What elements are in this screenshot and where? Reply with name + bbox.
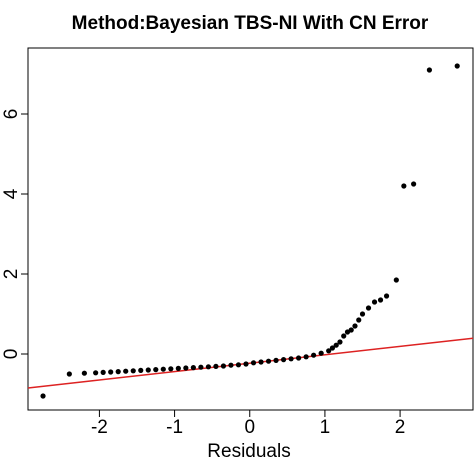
point	[365, 305, 372, 311]
point	[337, 339, 343, 345]
point	[190, 365, 196, 371]
point	[280, 357, 287, 363]
point	[66, 371, 72, 377]
x-tick-label: 1	[320, 417, 331, 438]
point	[258, 359, 264, 365]
point	[145, 367, 151, 373]
y-tick-label: 0	[1, 349, 22, 360]
x-axis-label: Residuals	[207, 441, 290, 462]
point	[81, 370, 87, 376]
point	[454, 63, 460, 69]
point	[243, 361, 249, 367]
point	[411, 181, 417, 187]
point	[93, 370, 99, 376]
point	[377, 297, 384, 303]
point	[329, 345, 336, 351]
point	[100, 369, 106, 375]
point	[352, 323, 358, 329]
point	[235, 362, 242, 368]
point	[205, 364, 212, 370]
point	[138, 367, 144, 373]
point	[359, 311, 366, 317]
point	[303, 354, 309, 360]
point	[130, 368, 136, 374]
point	[160, 366, 166, 372]
y-tick-label: 6	[1, 109, 22, 120]
x-tick-label: -1	[166, 417, 183, 438]
point	[356, 317, 362, 323]
point	[213, 363, 219, 369]
point	[401, 183, 407, 189]
point	[326, 348, 332, 354]
point	[228, 362, 234, 368]
y-tick-label: 2	[1, 269, 22, 280]
point	[341, 333, 347, 339]
point	[333, 342, 339, 348]
point	[183, 365, 189, 371]
x-tick-label: -2	[91, 417, 108, 438]
point	[198, 364, 204, 370]
point	[273, 357, 279, 363]
point	[288, 356, 294, 362]
point	[220, 363, 227, 369]
plot-frame	[27, 47, 474, 411]
point	[108, 369, 114, 375]
x-tick-label: 0	[244, 417, 255, 438]
point	[250, 360, 257, 366]
point	[393, 277, 399, 283]
reference-line	[27, 337, 474, 389]
x-tick-label: 2	[395, 417, 406, 438]
point	[168, 366, 174, 372]
point	[115, 369, 121, 375]
point	[318, 350, 324, 356]
y-tick-label: 4	[1, 188, 22, 199]
point	[426, 67, 433, 73]
point	[383, 293, 390, 299]
point	[153, 367, 159, 373]
point	[311, 352, 317, 358]
point	[175, 365, 181, 371]
point	[123, 368, 129, 374]
point	[348, 327, 354, 333]
point	[265, 358, 272, 364]
chart-title: Method:Bayesian TBS-NI With CN Error	[72, 13, 429, 34]
point	[40, 393, 46, 399]
point	[371, 299, 378, 305]
point	[296, 355, 302, 361]
